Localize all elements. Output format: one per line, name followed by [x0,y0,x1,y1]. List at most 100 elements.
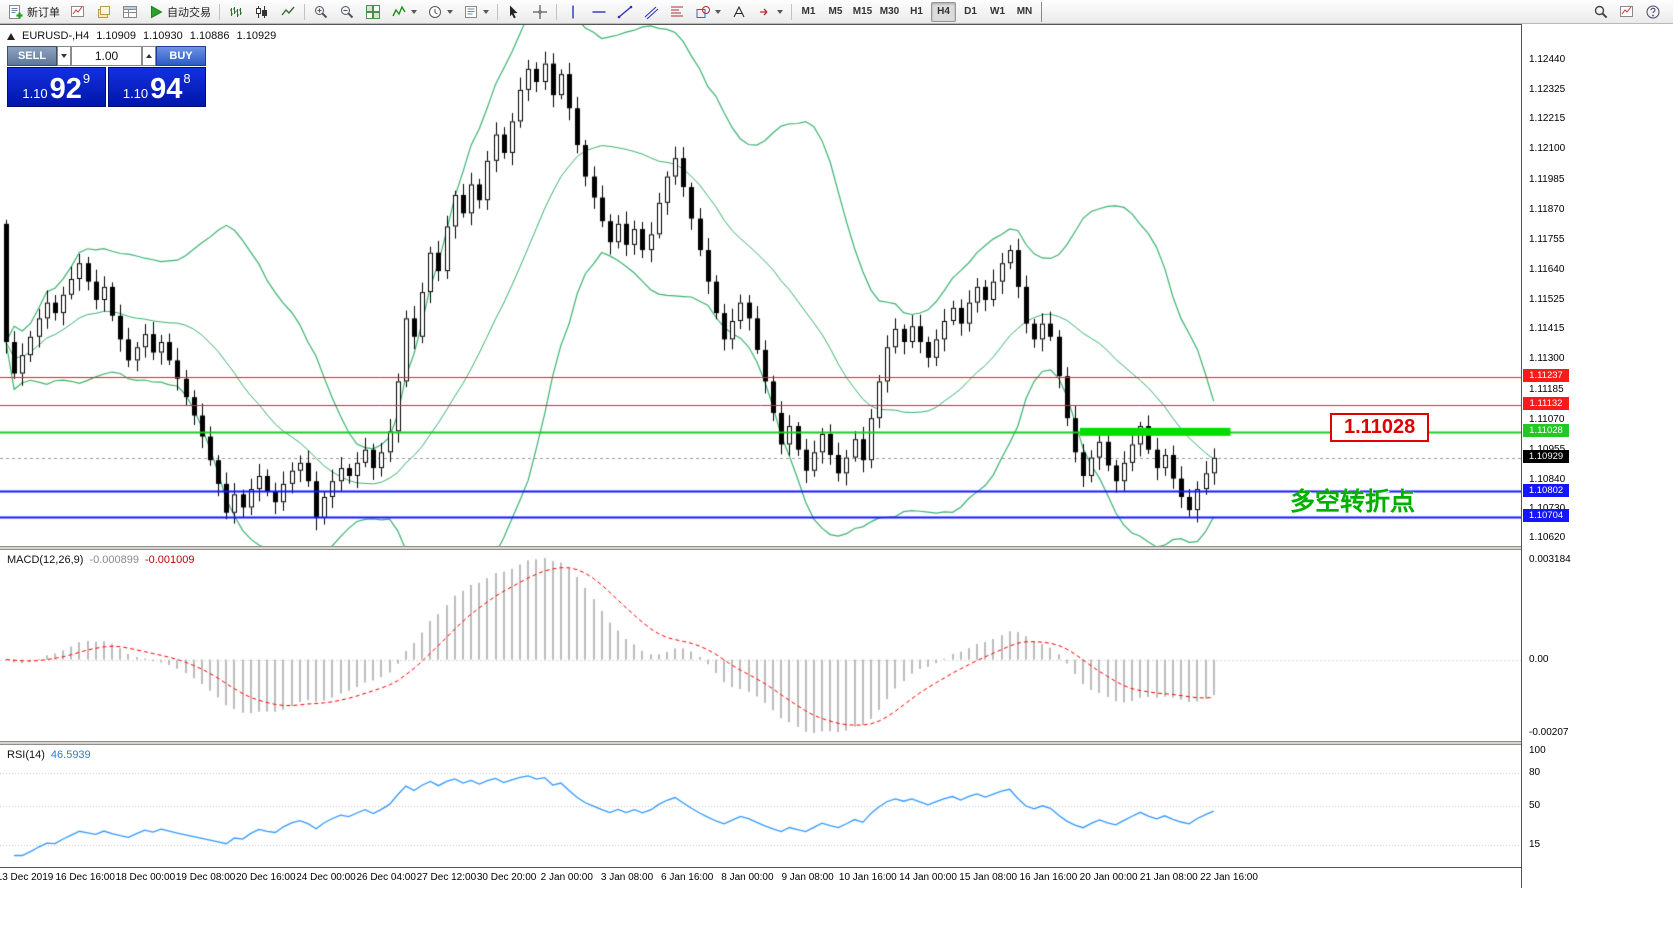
buy-price-prefix: 1.10 [122,86,149,101]
time-axis-label: 3 Jan 08:00 [600,872,654,883]
timeframe-m5-button[interactable]: M5 [823,2,848,22]
time-axis-label: 26 Dec 04:00 [356,872,416,883]
cursor-button[interactable] [502,2,526,22]
toolbar: 新订单 自动交易 M1 M5 M15 M30 H1 H4 D1 W1 MN [0,0,1673,24]
trendline-button[interactable] [613,2,637,22]
text-label-button[interactable] [727,2,751,22]
turning-point-note[interactable]: 多空转折点 [1290,488,1416,516]
macd-canvas[interactable] [0,550,1521,741]
toolbar-separator [304,3,305,20]
time-axis-label: 21 Jan 08:00 [1139,872,1198,883]
grid-window-icon [122,4,138,20]
time-axis[interactable]: 13 Dec 2019 16 Dec 16:00 18 Dec 00:00 19 De… [0,867,1673,890]
tiles-icon [365,4,381,20]
timeframe-h4-button[interactable]: H4 [931,1,956,22]
tile-windows-button[interactable] [361,2,385,22]
chart-window-button[interactable] [66,2,90,22]
time-axis-label: 6 Jan 16:00 [661,872,714,883]
auto-trading-button[interactable]: 自动交易 [144,2,215,22]
search-button[interactable] [1589,2,1613,22]
down-arrow-icon [61,54,67,58]
price-scale-label: 1.12215 [1529,113,1566,125]
rsi-scale-label: 50 [1529,800,1541,811]
arrow-objects-button[interactable] [753,2,787,22]
buy-price-pip: 8 [183,71,191,86]
time-axis-label: 18 Dec 00:00 [115,872,176,883]
macd-signal-value: -0.001009 [144,554,195,566]
high-value: 1.10930 [143,30,183,42]
price-scale-label: 1.11870 [1529,203,1565,215]
price-scale-label: 1.11185 [1529,383,1564,395]
equidistant-channel-button[interactable] [639,2,663,22]
toolbar-left: 新订单 自动交易 M1 M5 M15 M30 H1 H4 D1 W1 MN [3,0,1045,23]
price-callout-label[interactable]: 1.11028 [1330,413,1430,442]
sell-price-prefix: 1.10 [22,86,48,101]
price-scale[interactable]: 1.12440 1.12325 1.12215 1.12100 1.11985 1.118… [1521,24,1673,888]
rsi-value: 46.5939 [50,749,91,761]
time-axis-label: 15 Jan 08:00 [959,872,1018,883]
panel-splitter-2[interactable] [0,741,1673,745]
time-axis-label: 2 Jan 00:00 [540,872,593,883]
volume-input[interactable]: 1.00 [71,46,142,66]
volume-increase-button[interactable] [142,46,156,66]
search-icon [1593,4,1609,20]
sell-button[interactable]: SELL [7,46,57,66]
channel-icon [643,4,659,20]
sell-price-button[interactable]: 1.10 92 9 [7,67,106,107]
rsi-name: RSI(14) [7,749,45,761]
timeframe-h1-button[interactable]: H1 [904,2,929,22]
templates-button[interactable] [459,2,493,22]
one-click-trading-panel: SELL 1.00 BUY 1.10 92 9 1.10 94 8 [7,46,206,107]
level-price-badge: 1.10802 [1523,483,1569,497]
close-value: 1.10929 [236,30,277,42]
crosshair-button[interactable] [528,2,552,22]
help-button[interactable] [1641,2,1665,22]
line-chart-button[interactable] [276,2,300,22]
rsi-panel: RSI(14) 46.5939 [0,745,1521,867]
zoom-in-button[interactable] [309,2,333,22]
price-scale-label: 1.11415 [1529,323,1565,335]
volume-decrease-button[interactable] [57,46,71,66]
indicator-icon [391,4,407,20]
sell-price-pip: 9 [82,71,91,86]
rsi-canvas[interactable] [0,745,1521,867]
time-axis-label: 19 Dec 08:00 [175,872,236,883]
chart-add-icon [1619,4,1635,20]
buy-button[interactable]: BUY [156,46,206,66]
toolbar-separator [219,3,220,20]
ohlc-header: EURUSD-,H4 1.10909 1.10930 1.10886 1.109… [7,30,276,42]
buy-price-button[interactable]: 1.10 94 8 [107,67,206,107]
timeframe-d1-button[interactable]: D1 [958,2,983,22]
vertical-line-button[interactable] [561,2,585,22]
data-window-button[interactable] [118,2,142,22]
new-order-button[interactable]: 新订单 [4,2,64,22]
toolbar-separator [497,3,498,20]
time-axis-label: 10 Jan 16:00 [838,872,897,883]
timeframe-m15-button[interactable]: M15 [850,2,875,22]
toolbar-right [1588,0,1670,23]
play-icon [148,4,164,20]
panel-splitter-1[interactable] [0,546,1673,550]
new-chart-button[interactable] [1615,2,1639,22]
zoom-out-button[interactable] [335,2,359,22]
indicators-list-button[interactable] [387,2,421,22]
time-axis-label: 13 Dec 2019 [0,872,54,883]
macd-panel: MACD(12,26,9) -0.000899 -0.001009 [0,550,1521,741]
bar-chart-button[interactable] [224,2,248,22]
periods-button[interactable] [423,2,457,22]
line-icon [280,4,296,20]
fibonacci-retracement-button[interactable] [665,2,689,22]
profiles-button[interactable] [92,2,116,22]
price-scale-label: 1.11525 [1529,294,1565,306]
price-chart-canvas[interactable] [0,25,1521,547]
vline-icon [565,4,581,20]
timeframe-m1-button[interactable]: M1 [796,2,821,22]
horizontal-line-button[interactable] [587,2,611,22]
timeframe-w1-button[interactable]: W1 [985,2,1010,22]
timeframe-mn-button[interactable]: MN [1012,2,1037,22]
shapes-button[interactable] [691,2,725,22]
timeframe-m30-button[interactable]: M30 [877,2,902,22]
candlestick-chart-button[interactable] [250,2,274,22]
toolbar-separator [791,3,792,20]
time-axis-label: 20 Dec 16:00 [236,872,296,883]
